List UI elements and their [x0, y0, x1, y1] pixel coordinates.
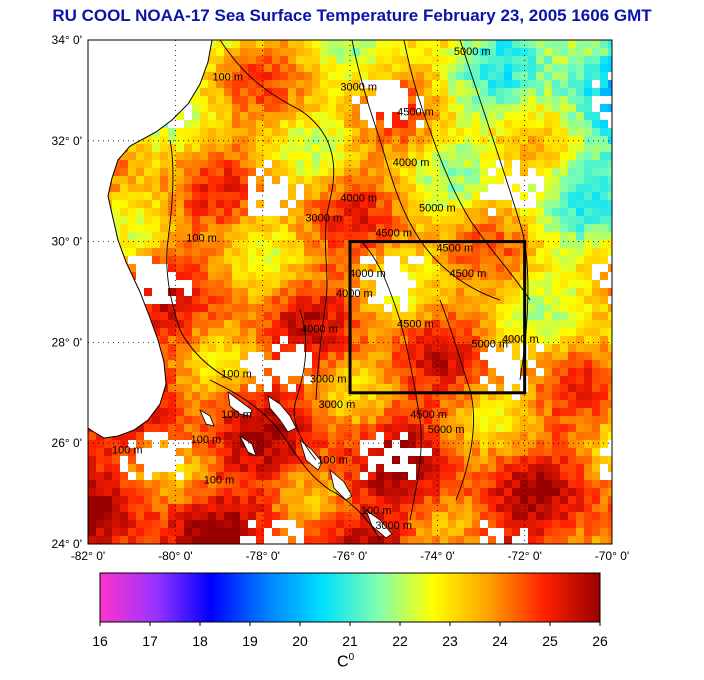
- contour-label: 4000 m: [393, 157, 430, 169]
- contour-label: 4500 m: [450, 268, 487, 280]
- colorbar-tick-label: 26: [592, 633, 608, 649]
- contour-label: 100 m: [221, 409, 252, 421]
- colorbar-tick-label: 20: [292, 633, 308, 649]
- lon-tick-label: -82° 0': [71, 549, 105, 563]
- contour-label: 5000 m: [471, 338, 508, 350]
- contour-label: 5000 m: [419, 202, 456, 214]
- lat-tick-label: 26° 0': [52, 436, 82, 450]
- lat-tick-label: 30° 0': [52, 235, 82, 249]
- contour-label: 100 m: [204, 475, 235, 487]
- contour-label: 4000 m: [336, 288, 373, 300]
- contour-label: 3000 m: [375, 520, 412, 532]
- lon-tick-label: -80° 0': [158, 549, 192, 563]
- bathymetry-contours: [166, 40, 531, 541]
- colorbar-tick-label: 17: [142, 633, 158, 649]
- lon-tick-label: -70° 0': [595, 549, 629, 563]
- lon-tick-label: -76° 0': [333, 549, 367, 563]
- colorbar: 16 17 18 19 20 21 22 23 24 25 26: [92, 572, 608, 649]
- colorbar-tick-label: 22: [392, 633, 408, 649]
- contour-label: 100 m: [221, 369, 252, 381]
- contour-label: 4000 m: [502, 333, 539, 345]
- contour-label: 100 m: [361, 505, 392, 517]
- contour-label: 4500 m: [410, 409, 447, 421]
- map-title: RU COOL NOAA-17 Sea Surface Temperature …: [52, 6, 652, 25]
- colorbar-tick-label: 24: [492, 633, 508, 649]
- contour-label: 3000 m: [340, 81, 377, 93]
- florida-land: [88, 40, 213, 439]
- lon-tick-label: -72° 0': [507, 549, 541, 563]
- lat-tick-label: 28° 0': [52, 335, 82, 349]
- latitude-axis: 34° 0' 32° 0' 30° 0' 28° 0' 26° 0' 24° 0': [52, 33, 82, 551]
- map-border: [87, 39, 613, 545]
- lon-tick-label: -78° 0': [245, 549, 279, 563]
- contour-label: 3000 m: [305, 212, 342, 224]
- contour-label: 4000 m: [349, 268, 386, 280]
- bahamas-islands: [199, 391, 393, 539]
- lat-tick-label: 34° 0': [52, 33, 82, 47]
- contour-label: 4500 m: [397, 107, 434, 119]
- colorbar-tick-label: 25: [542, 633, 558, 649]
- contour-label: 3000 m: [319, 399, 356, 411]
- contour-label: 100 m: [317, 454, 348, 466]
- contour-label: 4500 m: [375, 228, 412, 240]
- contour-label: 4500 m: [397, 318, 434, 330]
- colorbar-tick-label: 18: [192, 633, 208, 649]
- colorbar-ticks: 16 17 18 19 20 21 22 23 24 25 26: [92, 622, 608, 649]
- contour-label: 100 m: [112, 444, 143, 456]
- lon-tick-label: -74° 0': [420, 549, 454, 563]
- study-area-box[interactable]: [348, 240, 527, 395]
- contour-label: 3000 m: [310, 374, 347, 386]
- colorbar-tick-label: 23: [442, 633, 458, 649]
- colorbar-tick-label: 21: [342, 633, 358, 649]
- longitude-axis: -82° 0' -80° 0' -78° 0' -76° 0' -74° 0' -72° …: [71, 549, 629, 563]
- contour-label: 100 m: [212, 71, 243, 83]
- lat-tick-label: 32° 0': [52, 134, 82, 148]
- contour-label: 5000 m: [454, 46, 491, 58]
- lat-lon-grid: [88, 40, 612, 544]
- contour-label: 4000 m: [301, 323, 338, 335]
- contour-label: 4000 m: [340, 192, 377, 204]
- lat-tick-label: 24° 0': [52, 537, 82, 551]
- contour-label: 100 m: [186, 233, 217, 245]
- colorbar-tick-label: 16: [92, 633, 108, 649]
- contour-label: 5000 m: [428, 424, 465, 436]
- colorbar-scale: [99, 572, 601, 623]
- contour-label: 100 m: [191, 434, 222, 446]
- colorbar-unit-label: C0: [337, 652, 355, 671]
- contour-label: 4500 m: [436, 243, 473, 255]
- colorbar-tick-label: 19: [242, 633, 258, 649]
